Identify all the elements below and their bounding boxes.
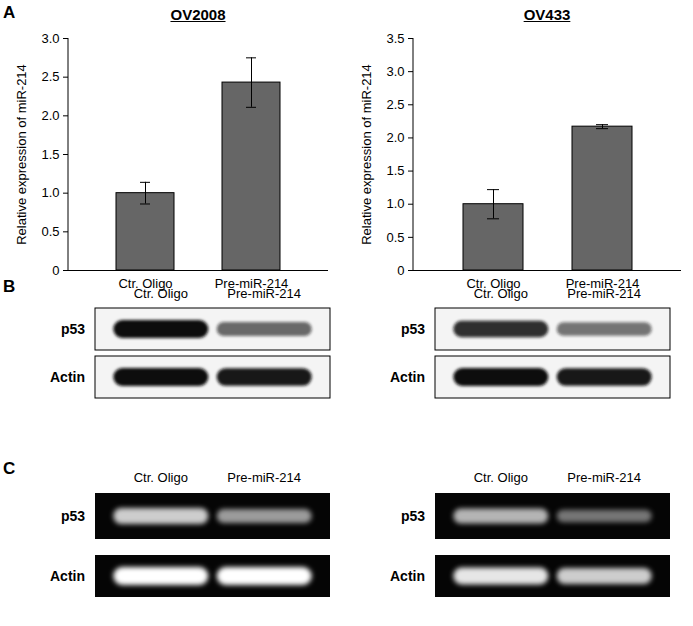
svg-text:p53: p53 — [61, 508, 85, 524]
svg-text:Pre-miR-214: Pre-miR-214 — [567, 470, 641, 485]
svg-text:Relative expression of miR-214: Relative expression of miR-214 — [359, 64, 374, 245]
svg-text:0.5: 0.5 — [386, 230, 404, 245]
svg-text:p53: p53 — [401, 508, 425, 524]
svg-text:p53: p53 — [61, 321, 85, 337]
svg-text:C: C — [3, 459, 15, 478]
svg-text:Pre-miR-214: Pre-miR-214 — [215, 276, 289, 291]
html-text:OV2008: OV2008 — [170, 6, 226, 23]
svg-text:Actin: Actin — [390, 568, 425, 584]
svg-text:Pre-miR-214: Pre-miR-214 — [566, 276, 640, 291]
svg-text:Actin: Actin — [50, 369, 85, 385]
svg-text:2.0: 2.0 — [41, 108, 59, 123]
svg-text:1.5: 1.5 — [41, 147, 59, 162]
svg-text:p53: p53 — [401, 321, 425, 337]
svg-text:1.0: 1.0 — [41, 185, 59, 200]
svg-text:1.0: 1.0 — [386, 196, 404, 211]
svg-text:Actin: Actin — [390, 369, 425, 385]
svg-text:3.5: 3.5 — [386, 31, 404, 46]
svg-text:Actin: Actin — [50, 568, 85, 584]
html-text:OV433: OV433 — [523, 6, 571, 23]
svg-text:0: 0 — [52, 263, 59, 278]
svg-text:0: 0 — [397, 263, 404, 278]
svg-text:B: B — [3, 277, 15, 296]
svg-text:Pre-miR-214: Pre-miR-214 — [227, 470, 301, 485]
svg-text:Ctr. Oligo: Ctr. Oligo — [474, 470, 528, 485]
svg-text:1.5: 1.5 — [386, 163, 404, 178]
svg-text:0.5: 0.5 — [41, 224, 59, 239]
svg-text:3.0: 3.0 — [386, 64, 404, 79]
svg-text:3.0: 3.0 — [41, 31, 59, 46]
svg-text:Relative expression of miR-214: Relative expression of miR-214 — [14, 64, 29, 245]
svg-text:Ctr. Oligo: Ctr. Oligo — [118, 276, 172, 291]
svg-text:Ctr. Oligo: Ctr. Oligo — [473, 286, 528, 301]
svg-text:2.5: 2.5 — [386, 97, 404, 112]
svg-text:Ctr. Oligo: Ctr. Oligo — [134, 470, 188, 485]
svg-text:2.0: 2.0 — [386, 130, 404, 145]
svg-text:Ctr. Oligo: Ctr. Oligo — [466, 276, 520, 291]
svg-text:A: A — [3, 3, 15, 22]
svg-text:Ctr. Oligo: Ctr. Oligo — [133, 286, 188, 301]
svg-text:Pre-miR-214: Pre-miR-214 — [567, 286, 641, 301]
svg-text:Pre-miR-214: Pre-miR-214 — [227, 286, 301, 301]
svg-text:2.5: 2.5 — [41, 69, 59, 84]
